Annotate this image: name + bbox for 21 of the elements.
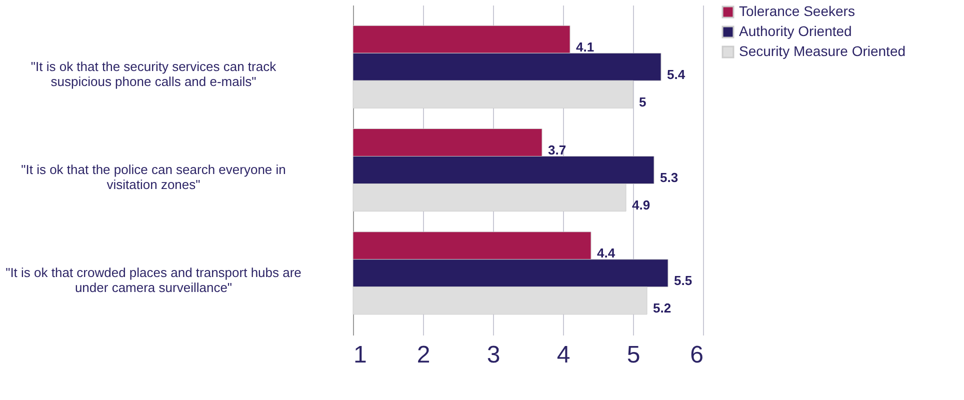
data-label: 4.9 <box>632 198 650 212</box>
data-label: 4.1 <box>576 39 594 54</box>
data-label: 4.4 <box>597 246 616 261</box>
x-tick-label: 3 <box>486 342 500 368</box>
y-tick-label: "It is ok that crowded places and transport hubs are under camera surveillance" <box>6 265 302 296</box>
y-tick-label: "It is ok that the security services can track suspicious phone calls and e-mails" <box>30 58 277 89</box>
legend-label: Authority Oriented <box>739 23 852 39</box>
x-tick-label: 5 <box>626 342 640 368</box>
x-tick-label: 6 <box>690 342 704 368</box>
legend-label: Tolerance Seekers <box>739 3 855 19</box>
data-label: 5 <box>639 94 646 110</box>
data-label: 3.7 <box>548 142 566 158</box>
x-tick-label: 1 <box>354 342 367 368</box>
data-label: 5.2 <box>653 300 672 316</box>
legend-label: Security Measure Oriented <box>739 43 906 59</box>
data-label: 5.3 <box>660 170 678 185</box>
data-label: 5.4 <box>667 66 686 82</box>
data-label: 5.5 <box>674 273 692 288</box>
x-tick-label: 2 <box>416 342 430 368</box>
y-tick-label: "It is ok that the police can search everyone in visitation zones" <box>21 162 286 192</box>
x-tick-label: 4 <box>556 342 570 368</box>
